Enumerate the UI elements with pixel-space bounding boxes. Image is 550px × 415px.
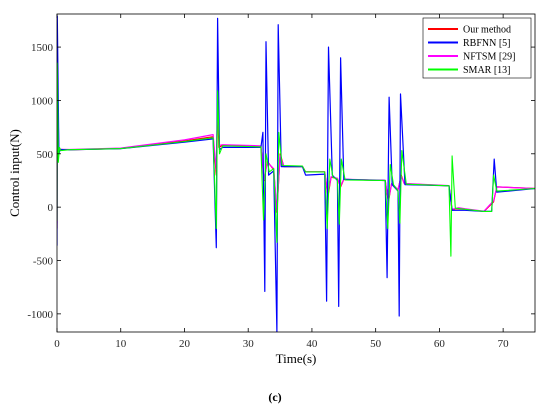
y-tick-label: -500 <box>33 256 54 268</box>
legend-label-our-method: Our method <box>463 25 511 36</box>
legend: Our method RBFNN [5] NFTSM [29] SMAR [13] <box>422 17 532 79</box>
y-tick-label: -1000 <box>27 309 53 321</box>
plot-frame <box>56 13 536 333</box>
y-tick-label: 1500 <box>31 42 54 54</box>
x-axis-label: Time(s) <box>276 351 317 366</box>
y-axis-label: Control input(N) <box>7 129 22 217</box>
x-tick-label: 70 <box>498 338 510 350</box>
legend-label-rbfnn-5: RBFNN [5] <box>463 38 511 49</box>
x-tick-label: 10 <box>115 338 127 350</box>
x-tick-label: 0 <box>54 338 60 350</box>
legend-label-smar-13: SMAR [13] <box>463 65 511 76</box>
legend-label-nftsm-29: NFTSM [29] <box>463 52 516 63</box>
x-tick-label: 30 <box>243 338 255 350</box>
x-tick-label: 60 <box>434 338 446 350</box>
y-tick-label: 1000 <box>31 95 54 107</box>
series-layer <box>57 15 535 332</box>
x-tick-label: 50 <box>370 338 382 350</box>
y-tick-label: 0 <box>48 202 54 214</box>
x-tick-label: 40 <box>306 338 318 350</box>
y-tick-label: 500 <box>37 149 54 161</box>
figure-caption: (c) <box>268 390 282 404</box>
series-line-smar-13 <box>57 62 535 257</box>
tick-layer: 0 10 20 30 40 50 60 70 -1000 -500 0 500 1000 1500 <box>27 14 535 350</box>
x-tick-label: 20 <box>179 338 191 350</box>
